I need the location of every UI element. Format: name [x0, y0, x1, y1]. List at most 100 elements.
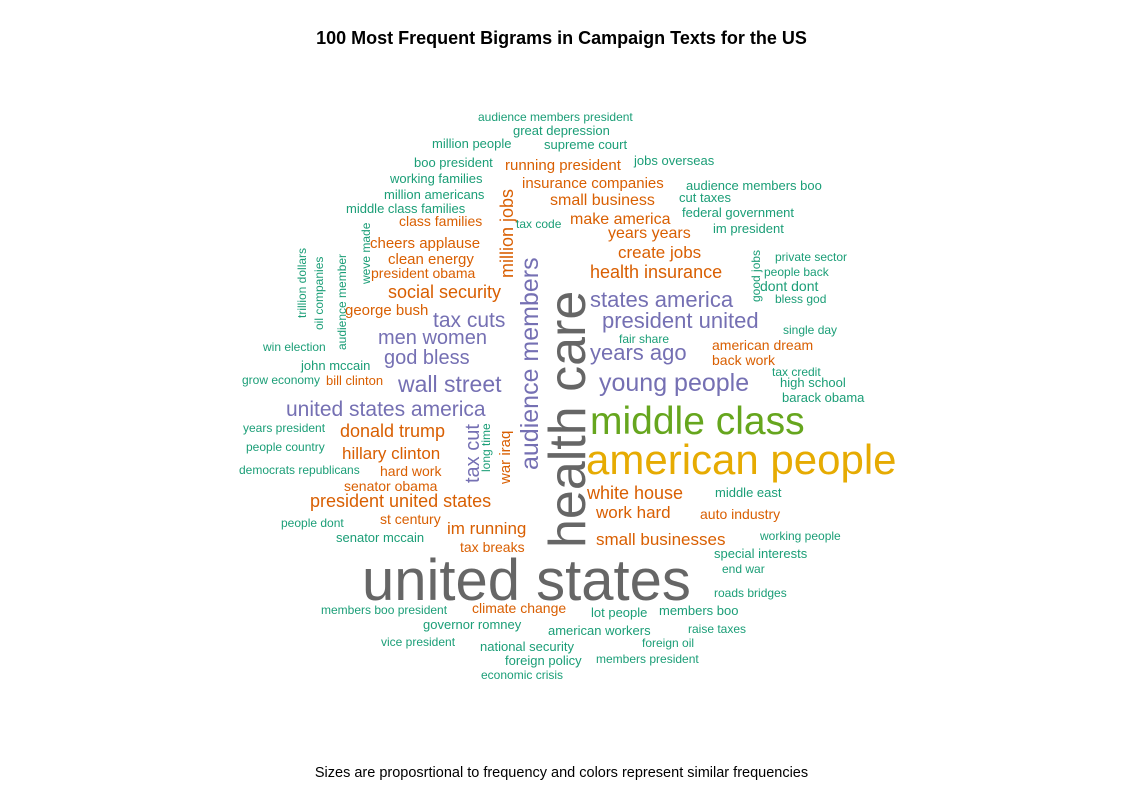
- word-health-care: health care: [539, 291, 597, 548]
- word-god-bless: god bless: [384, 347, 470, 369]
- word-middle-class-families: middle class families: [346, 201, 466, 216]
- word-tax-cuts: tax cuts: [433, 309, 505, 332]
- word-small-business: small business: [550, 192, 655, 209]
- word-lot-people: lot people: [591, 605, 647, 620]
- word-win-election: win election: [262, 340, 326, 354]
- word-jobs-overseas: jobs overseas: [633, 153, 715, 168]
- word-war-iraq: war iraq: [497, 431, 514, 485]
- word-million-americans: million americans: [384, 187, 485, 202]
- word-democrats-republicans: democrats republicans: [239, 463, 360, 477]
- word-bless-god: bless god: [775, 292, 826, 306]
- word-small-businesses: small businesses: [596, 530, 725, 549]
- word-governor-romney: governor romney: [423, 617, 522, 632]
- word-im-president: im president: [713, 221, 784, 236]
- word-president-united: president united: [602, 308, 759, 333]
- word-american-people: american people: [586, 436, 897, 483]
- word-climate-change: climate change: [472, 600, 566, 616]
- word-grow-economy: grow economy: [242, 373, 320, 387]
- word-class-families: class families: [399, 213, 482, 229]
- word-make-america: make america: [570, 211, 671, 228]
- word-tax-credit: tax credit: [772, 365, 821, 379]
- word-foreign-policy: foreign policy: [505, 653, 582, 668]
- word-united-states-america: united states america: [286, 398, 486, 421]
- word-great-depression: great depression: [513, 123, 610, 138]
- word-tax-code: tax code: [516, 217, 562, 231]
- word-bill-clinton: bill clinton: [326, 373, 383, 388]
- word-years-years: years years: [608, 225, 691, 242]
- word-audience-members-boo: audience members boo: [686, 178, 822, 193]
- chart-caption: Sizes are proposrtional to frequency and…: [314, 765, 809, 781]
- word-vice-president: vice president: [381, 635, 456, 649]
- word-single-day: single day: [783, 323, 837, 337]
- word-oil-companies: oil companies: [312, 257, 326, 330]
- word-federal-government: federal government: [682, 205, 794, 220]
- word-members-president: members president: [596, 652, 699, 666]
- word-years-ago: years ago: [590, 340, 687, 365]
- word-senator-obama: senator obama: [344, 478, 438, 494]
- word-national-security: national security: [480, 639, 574, 654]
- word-donald-trump: donald trump: [340, 421, 445, 441]
- word-white-house: white house: [586, 483, 683, 503]
- word-st-century: st century: [380, 511, 441, 527]
- word-private-sector: private sector: [775, 250, 847, 264]
- word-health-insurance: health insurance: [590, 262, 722, 282]
- word-hard-work: hard work: [380, 463, 442, 479]
- word-special-interests: special interests: [714, 546, 808, 561]
- word-boo-president: boo president: [414, 155, 493, 170]
- word-long-time: long time: [479, 423, 493, 472]
- word-high-school: high school: [780, 375, 846, 390]
- word-hillary-clinton: hillary clinton: [342, 444, 440, 463]
- word-trillion-dollars: trillion dollars: [295, 248, 309, 318]
- word-running-president: running president: [505, 157, 622, 174]
- word-im-running: im running: [447, 519, 526, 538]
- word-young-people: young people: [599, 369, 749, 397]
- word-middle-class: middle class: [590, 400, 805, 443]
- word-insurance-companies: insurance companies: [522, 175, 664, 192]
- word-tax-cut: tax cut: [462, 424, 484, 483]
- word-raise-taxes: raise taxes: [688, 622, 746, 636]
- word-wall-street: wall street: [397, 371, 502, 397]
- word-cut-taxes: cut taxes: [679, 190, 732, 205]
- word-economic-crisis: economic crisis: [481, 668, 563, 682]
- word-weve-made: weve made: [359, 222, 373, 285]
- word-people-country: people country: [246, 440, 325, 454]
- word-working-families: working families: [389, 171, 483, 186]
- word-cheers-applause: cheers applause: [370, 235, 480, 252]
- word-audience-members-president: audience members president: [478, 110, 633, 124]
- word-supreme-court: supreme court: [544, 137, 627, 152]
- word-social-security: social security: [388, 282, 501, 302]
- word-people-back: people back: [764, 265, 830, 279]
- word-tax-breaks: tax breaks: [460, 539, 525, 555]
- word-george-bush: george bush: [345, 302, 428, 319]
- word-members-boo: members boo: [659, 603, 738, 618]
- word-back-work: back work: [712, 352, 776, 368]
- word-million-jobs: million jobs: [497, 189, 517, 278]
- word-years-president: years president: [243, 421, 326, 435]
- word-audience-members: audience members: [516, 257, 544, 470]
- word-auto-industry: auto industry: [700, 506, 780, 522]
- word-audience-member: audience member: [335, 254, 349, 350]
- word-president-united-states: president united states: [310, 491, 491, 511]
- word-million-people: million people: [432, 136, 512, 151]
- word-barack-obama: barack obama: [782, 390, 865, 405]
- word-men-women: men women: [378, 327, 487, 349]
- word-senator-mccain: senator mccain: [336, 530, 424, 545]
- word-good-jobs: good jobs: [749, 250, 763, 302]
- word-end-war: end war: [722, 562, 765, 576]
- word-roads-bridges: roads bridges: [714, 586, 787, 600]
- word-united-states: united states: [362, 548, 691, 613]
- chart-title: 100 Most Frequent Bigrams in Campaign Te…: [316, 28, 807, 48]
- word-president-obama: president obama: [371, 265, 476, 281]
- word-foreign-oil: foreign oil: [642, 636, 694, 650]
- word-fair-share: fair share: [619, 332, 669, 346]
- word-middle-east: middle east: [715, 485, 782, 500]
- word-dont-dont: dont dont: [760, 278, 818, 294]
- word-working-people: working people: [759, 529, 841, 543]
- word-clean-energy: clean energy: [388, 251, 474, 268]
- word-people-dont: people dont: [281, 516, 344, 530]
- word-work-hard: work hard: [595, 503, 671, 522]
- word-john-mccain: john mccain: [300, 358, 370, 373]
- word-create-jobs: create jobs: [618, 243, 701, 262]
